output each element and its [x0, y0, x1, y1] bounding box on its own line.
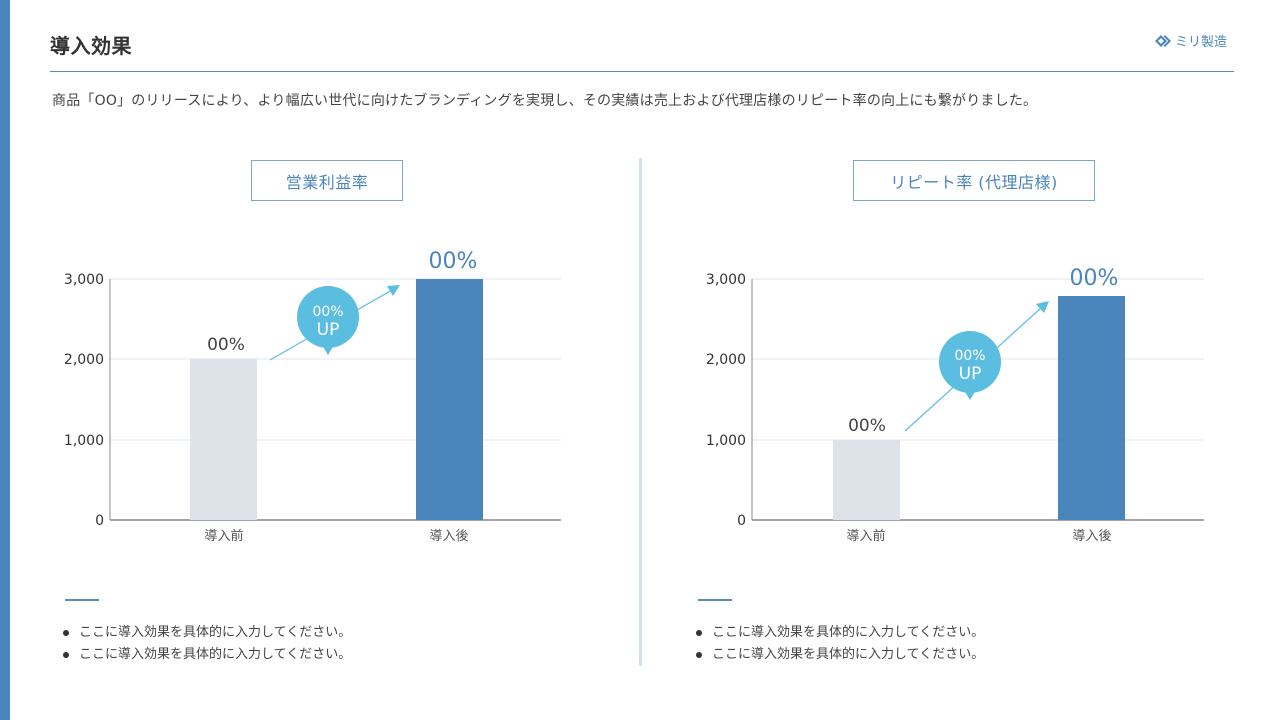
bubble-value: 00%: [312, 304, 343, 320]
logo-text: ミリ製造: [1175, 35, 1228, 50]
accent-side-bar: [0, 0, 10, 720]
chart-title: リピート率 (代理店様): [853, 160, 1095, 201]
notes-accent-rule: [65, 599, 99, 601]
note-item: ここに導入効果を具体的に入力してください。: [63, 622, 351, 644]
y-tick-label: 0: [737, 513, 746, 529]
bar-after: [416, 279, 483, 520]
double-diamond-icon: [1155, 34, 1171, 47]
y-tick-label: 1,000: [706, 433, 746, 449]
notes-accent-rule: [698, 599, 732, 601]
note-item: ここに導入効果を具体的に入力してください。: [696, 622, 984, 644]
y-tick-label: 0: [95, 513, 104, 529]
bar-chart-repeat-rate: 3,000 2,000 1,000 0 導入前 導入後 00% 00% 00% …: [640, 240, 1280, 564]
y-tick-label: 3,000: [706, 272, 746, 288]
x-tick-label: 導入後: [429, 529, 468, 544]
bubble-text: UP: [317, 320, 340, 340]
x-tick-label: 導入後: [1072, 529, 1111, 544]
note-item: ここに導入効果を具体的に入力してください。: [696, 644, 984, 666]
chart-title: 営業利益率: [251, 160, 403, 201]
y-tick-label: 1,000: [64, 433, 104, 449]
panel-divider: [639, 158, 642, 666]
bubble-value: 00%: [954, 348, 985, 364]
note-item: ここに導入効果を具体的に入力してください。: [63, 644, 351, 666]
data-label-after: 00%: [429, 249, 478, 274]
page-title: 導入効果: [50, 34, 132, 58]
header-divider: [50, 71, 1234, 72]
arrow-head-icon: [1036, 301, 1049, 313]
notes-list: ここに導入効果を具体的に入力してください。 ここに導入効果を具体的に入力してくだ…: [696, 622, 984, 666]
bar-after: [1058, 296, 1125, 520]
up-bubble: [939, 331, 1001, 393]
bar-before: [190, 359, 257, 520]
up-bubble: [297, 286, 359, 348]
y-tick-label: 2,000: [706, 352, 746, 368]
data-label-before: 00%: [207, 335, 245, 355]
bubble-text: UP: [959, 364, 982, 384]
notes-list: ここに導入効果を具体的に入力してください。 ここに導入効果を具体的に入力してくだ…: [63, 622, 351, 666]
bar-chart-operating-margin: 3,000 2,000 1,000 0 導入前 導入後 00% 00% 00% …: [0, 240, 600, 564]
panel-repeat-rate: リピート率 (代理店様) 3,000 2,000 1,000 0 導入前 導入後…: [640, 0, 1240, 720]
company-logo: ミリ製造: [1155, 31, 1227, 50]
data-label-before: 00%: [848, 416, 886, 436]
data-label-after: 00%: [1070, 266, 1119, 291]
panel-operating-margin: 営業利益率 3,000 2,000 1,000 0 導入前 導入後 00% 00…: [0, 0, 600, 720]
bar-before: [833, 440, 900, 520]
lead-text: 商品「OO」のリリースにより、より幅広い世代に向けたブランディングを実現し、その…: [52, 93, 1038, 109]
x-tick-label: 導入前: [204, 528, 243, 544]
x-tick-label: 導入前: [846, 528, 885, 544]
y-tick-label: 2,000: [64, 352, 104, 368]
arrow-head-icon: [387, 285, 400, 296]
y-tick-label: 3,000: [64, 272, 104, 288]
